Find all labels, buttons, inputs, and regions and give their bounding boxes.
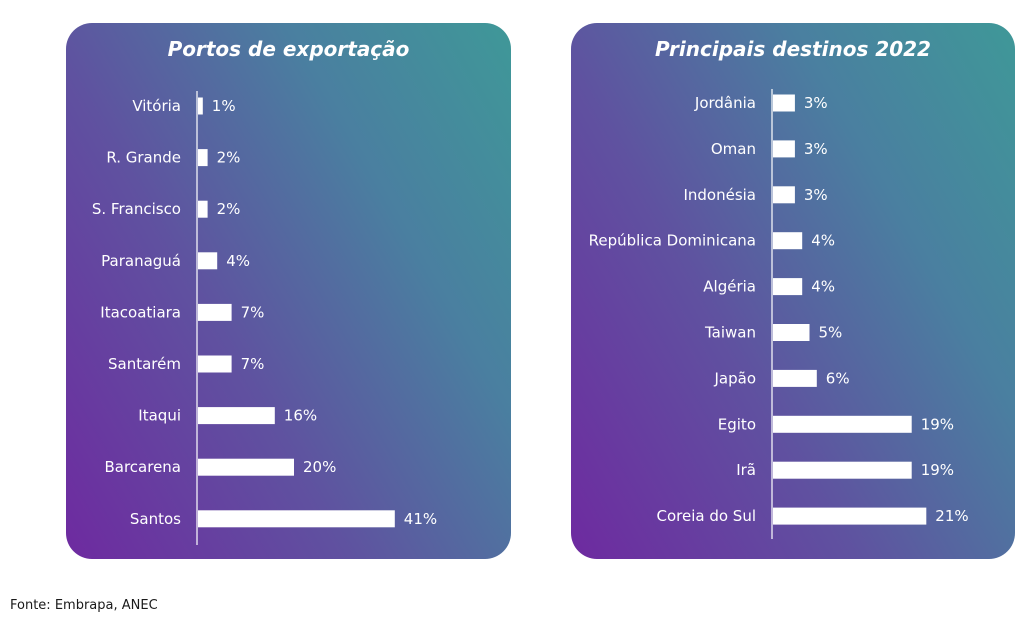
value-label: 3% (804, 94, 828, 112)
bar (773, 461, 912, 479)
category-label: Itacoatiara (100, 303, 181, 321)
value-label: 2% (217, 200, 241, 218)
chart-panel-portos: Portos de exportação Vitória 1% R. Grande 2… (66, 23, 511, 559)
bar (773, 278, 803, 296)
category-label: Egito (718, 415, 756, 433)
bar (773, 415, 912, 433)
category-label: Vitória (132, 97, 181, 115)
bar (198, 303, 232, 321)
value-label: 1% (212, 97, 236, 115)
chart-title-portos: Portos de exportação (167, 37, 410, 61)
bar (773, 507, 927, 525)
bar (198, 252, 218, 270)
category-label: R. Grande (106, 149, 181, 167)
category-label: Coreia do Sul (656, 507, 756, 525)
value-label: 21% (935, 507, 968, 525)
value-label: 16% (284, 407, 317, 425)
value-label: 3% (804, 186, 828, 204)
chart-panel-destinos: Principais destinos 2022 Jordânia 3% Oman 3… (571, 23, 1015, 559)
bar (773, 186, 795, 204)
value-label: 7% (241, 303, 265, 321)
bar (198, 97, 203, 115)
category-label: Barcarena (104, 458, 181, 476)
category-label: República Dominicana (589, 232, 756, 250)
value-label: 4% (811, 278, 835, 296)
category-label: Paranaguá (101, 252, 181, 270)
category-label: S. Francisco (92, 200, 181, 218)
category-label: Irã (736, 461, 756, 479)
category-label: Algéria (703, 278, 756, 296)
category-label: Santos (130, 510, 181, 528)
bar (773, 369, 817, 387)
value-label: 19% (921, 461, 954, 479)
category-label: Indonésia (683, 186, 756, 204)
bar (198, 407, 275, 425)
value-label: 2% (217, 149, 241, 167)
bar (198, 355, 232, 373)
category-label: Santarém (108, 355, 181, 373)
source-note: Fonte: Embrapa, ANEC (10, 598, 158, 613)
bar-chart-portos: Vitória 1% R. Grande 2% S. Francisco 2% Parana… (92, 91, 437, 545)
bar (198, 510, 395, 528)
value-label: 6% (826, 369, 850, 387)
chart-title-destinos: Principais destinos 2022 (655, 37, 931, 61)
bar (773, 232, 803, 250)
value-label: 4% (811, 232, 835, 250)
value-label: 3% (804, 140, 828, 158)
bar (773, 140, 795, 158)
bar (198, 149, 208, 167)
value-label: 4% (226, 252, 250, 270)
value-label: 5% (819, 324, 843, 342)
value-label: 41% (404, 510, 437, 528)
category-label: Japão (713, 369, 756, 387)
category-label: Taiwan (704, 324, 756, 342)
bar (198, 200, 208, 218)
category-label: Jordânia (694, 94, 756, 112)
bar-chart-destinos: Jordânia 3% Oman 3% Indonésia 3% República Dom… (589, 89, 969, 539)
bar (773, 94, 795, 112)
value-label: 19% (921, 415, 954, 433)
bar (198, 458, 294, 476)
category-label: Oman (711, 140, 756, 158)
bar (773, 324, 810, 341)
value-label: 20% (303, 458, 336, 476)
value-label: 7% (241, 355, 265, 373)
category-label: Itaqui (138, 407, 181, 425)
